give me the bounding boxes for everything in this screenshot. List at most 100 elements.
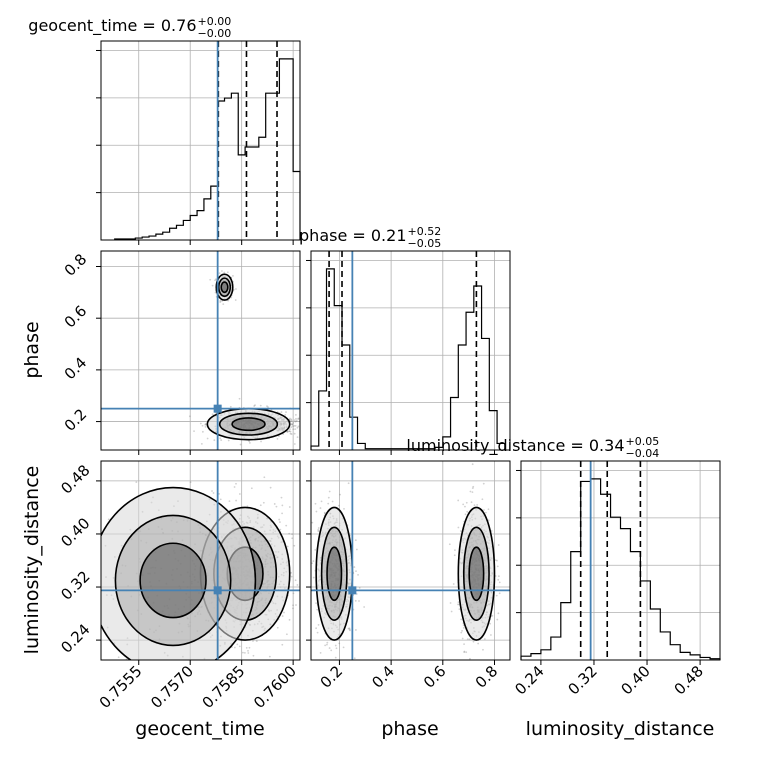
- sample-point: [296, 426, 299, 429]
- density-contour: [220, 281, 229, 294]
- sample-point: [487, 508, 490, 511]
- sample-point: [464, 513, 467, 516]
- sample-point: [235, 499, 238, 502]
- sample-point: [201, 430, 204, 433]
- sample-point: [255, 640, 258, 643]
- sample-point: [290, 433, 293, 435]
- sample-point: [301, 419, 303, 421]
- sample-point: [311, 521, 314, 524]
- sample-point: [291, 423, 294, 426]
- x-tick-label: 0.32: [564, 662, 600, 698]
- sample-point: [212, 492, 215, 494]
- axes-frame: [100, 250, 301, 451]
- sample-point: [487, 519, 490, 522]
- sample-point: [303, 421, 305, 423]
- sample-point: [276, 438, 279, 440]
- axes-frame: [100, 40, 301, 241]
- sample-point: [293, 419, 296, 422]
- sample-point: [477, 642, 480, 645]
- sample-point: [199, 422, 202, 425]
- sample-point: [218, 493, 221, 495]
- title-lower-error: −0.00: [198, 27, 232, 40]
- sample-point: [218, 272, 221, 275]
- sample-point: [227, 439, 230, 442]
- panel-title-luminosity-distance: luminosity_distance = 0.34 +0.05−0.04: [406, 435, 659, 460]
- sample-point: [317, 623, 320, 626]
- title-lower-error: −0.05: [408, 237, 442, 250]
- y-tick-label: 0.2: [61, 405, 91, 435]
- sample-point: [306, 583, 308, 585]
- histogram-step: [520, 478, 721, 660]
- sample-point: [227, 299, 230, 302]
- sample-point: [491, 614, 494, 617]
- sample-point: [461, 629, 463, 632]
- scatter-panel-geocent-time-vs-phase: 0.2 0.4 0.6 0.8: [61, 250, 305, 456]
- sample-point: [338, 504, 340, 507]
- sample-point: [188, 415, 191, 418]
- sample-point: [308, 617, 310, 619]
- sample-point: [315, 455, 317, 457]
- x-tick-label: 0.7570: [147, 662, 197, 712]
- sample-point: [281, 504, 284, 507]
- sample-point: [314, 548, 317, 551]
- x-tick-label: 0.24: [511, 662, 547, 698]
- sample-point: [457, 499, 460, 502]
- sample-point: [228, 500, 231, 503]
- sample-point: [495, 594, 498, 597]
- sample-point: [457, 603, 459, 606]
- sample-point: [481, 498, 484, 501]
- sample-point: [281, 643, 284, 646]
- sample-point: [293, 424, 296, 427]
- sample-point: [230, 296, 233, 299]
- sample-point: [330, 649, 333, 652]
- sample-point: [471, 487, 474, 490]
- sample-point: [300, 426, 302, 428]
- sample-point: [473, 504, 476, 507]
- sample-point: [293, 544, 296, 547]
- sample-point: [269, 486, 272, 489]
- scatter-panel-phase-vs-luminosity-distance: 0.2 0.4 0.6 0.8: [306, 455, 511, 692]
- sample-point: [289, 430, 292, 433]
- sample-point: [285, 633, 288, 636]
- sample-point: [279, 521, 281, 523]
- y-tick-label: 0.48: [57, 461, 93, 497]
- histogram-step: [310, 268, 506, 450]
- sample-point: [292, 428, 295, 431]
- y-tick-label: 0.4: [61, 354, 91, 384]
- sample-point: [291, 533, 293, 536]
- sample-point: [355, 570, 357, 573]
- sample-point: [96, 608, 98, 610]
- sample-point: [494, 559, 497, 562]
- sample-point: [482, 482, 485, 485]
- sample-point: [193, 430, 195, 433]
- sample-point: [317, 527, 320, 529]
- sample-point: [347, 627, 350, 630]
- sample-point: [305, 597, 307, 599]
- sample-point: [490, 529, 493, 532]
- sample-point: [326, 641, 329, 644]
- sample-point: [236, 454, 238, 456]
- sample-point: [95, 653, 97, 655]
- sample-point: [460, 618, 463, 621]
- sample-point: [233, 486, 236, 488]
- sample-point: [200, 442, 203, 445]
- axes-frame: [310, 250, 511, 451]
- sample-point: [262, 501, 265, 504]
- sample-point: [294, 425, 297, 427]
- sample-point: [286, 431, 289, 433]
- sample-point: [238, 397, 241, 400]
- sample-point: [358, 600, 360, 602]
- sample-point: [338, 642, 341, 645]
- sample-point: [303, 423, 305, 425]
- sample-point: [293, 443, 296, 445]
- sample-point: [268, 655, 271, 658]
- x-tick-label: 0.48: [671, 662, 707, 698]
- y-tick-label: 0.24: [57, 620, 93, 656]
- sample-point: [149, 680, 151, 682]
- title-text: phase = 0.21: [299, 226, 406, 245]
- sample-point: [496, 618, 499, 621]
- sample-point: [323, 512, 326, 515]
- sample-point: [303, 587, 305, 589]
- sample-point: [342, 646, 345, 649]
- sample-point: [89, 641, 91, 643]
